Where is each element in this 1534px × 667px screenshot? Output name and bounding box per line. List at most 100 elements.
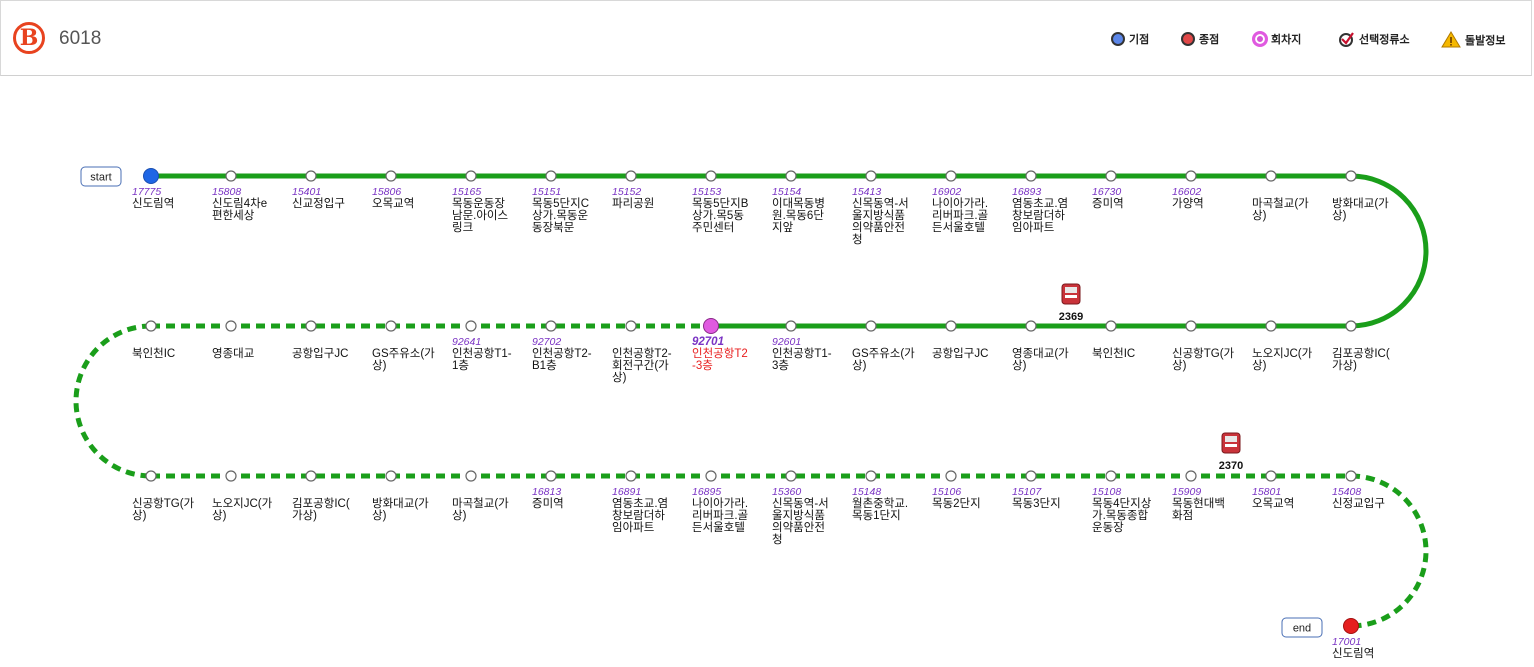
stop-name[interactable]: 리버파크.골 [692,509,748,522]
stop-name[interactable]: 파리공원 [612,196,654,210]
stop-name[interactable]: 상) [452,509,467,522]
stop-marker[interactable] [865,320,877,332]
stop-name[interactable]: GS주유소(가 [372,347,435,360]
stop-name[interactable]: 김포공항IC( [1332,347,1390,360]
stop-marker[interactable] [1265,320,1277,332]
stop-name[interactable]: 지앞 [772,221,794,234]
stop-marker[interactable] [385,170,397,182]
stop-name[interactable]: 인천공항T1- [772,346,832,360]
stop-marker[interactable] [865,170,877,182]
stop-name[interactable]: 상) [1172,359,1187,372]
stop-marker[interactable] [1185,320,1197,332]
stop-marker[interactable] [1265,470,1277,482]
start-tag[interactable]: start [80,166,122,187]
stop-name[interactable]: 인천공항T2- [532,346,592,360]
bus-stop[interactable]: 방화대교(가상) [372,470,429,522]
stop-name[interactable]: 의약품안전 [772,520,825,534]
start-stop-marker[interactable] [143,168,159,184]
stop-marker[interactable] [865,470,877,482]
end-tag-box[interactable] [1281,617,1323,638]
stop-name[interactable]: 증미역 [1092,197,1124,210]
stop-name[interactable]: 방화대교(가 [1332,197,1389,210]
stop-marker[interactable] [1345,170,1357,182]
stop-name[interactable]: 임아파트 [612,521,654,534]
bus-stop[interactable]: 방화대교(가상) [1332,170,1389,222]
stop-marker[interactable] [1025,170,1037,182]
end-tag[interactable]: end [1281,617,1323,638]
bus-stop[interactable]: 영종대교 [212,320,254,360]
stop-name[interactable]: 염동초교.염 [1012,197,1068,210]
stop-name[interactable]: 방화대교(가 [372,497,429,510]
stop-marker[interactable] [1025,320,1037,332]
stop-name[interactable]: 공항입구JC [292,347,348,360]
stop-name[interactable]: 의약품안전 [852,220,905,234]
stop-marker[interactable] [1105,170,1117,182]
stop-marker[interactable] [785,320,797,332]
bus-stop[interactable]: 마곡철교(가상) [1252,170,1309,222]
stop-name[interactable]: 가양역 [1172,197,1204,210]
stop-name[interactable]: 임아파트 [1012,221,1054,234]
stop-marker[interactable] [1345,320,1357,332]
stop-marker[interactable] [705,170,717,182]
stop-marker[interactable] [305,320,317,332]
stop-name[interactable]: 울지방식품 [772,509,825,522]
stop-marker[interactable] [1185,170,1197,182]
stop-marker[interactable] [1345,470,1357,482]
stop-name[interactable]: 든서울호텔 [932,221,985,234]
bus-stop[interactable]: 공항입구JC [292,320,348,360]
stop-marker[interactable] [1025,470,1037,482]
stop-name[interactable]: 신도림역 [1332,647,1374,660]
stop-marker[interactable] [225,170,237,182]
stop-name[interactable]: 가상) [1332,359,1357,372]
stop-name[interactable]: 상) [212,509,227,522]
stop-name[interactable]: 신목동역-서 [772,497,829,510]
stop-name[interactable]: 상) [1252,209,1267,222]
stop-name[interactable]: GS주유소(가 [852,347,915,360]
stop-name[interactable]: 마곡철교(가 [1252,197,1309,210]
stop-name[interactable]: 북인천IC [132,346,175,360]
stop-name[interactable]: 인천공항T1- [452,346,512,360]
stop-marker[interactable] [145,320,157,332]
stop-marker[interactable] [1105,320,1117,332]
stop-marker[interactable] [945,470,957,482]
bus-vehicle[interactable]: 2369 [1059,283,1083,323]
stop-name[interactable]: 상) [1252,359,1267,372]
stop-name[interactable]: 목동5단지C [532,197,589,210]
stop-name[interactable]: 링크 [452,221,473,234]
stop-name[interactable]: 마곡철교(가 [452,497,509,510]
stop-marker[interactable] [545,320,557,332]
bus-vehicle[interactable]: 2370 [1219,432,1243,472]
stop-name[interactable]: 상) [132,509,147,522]
end-stop-marker[interactable] [1343,618,1359,634]
stop-name[interactable]: 창보람더하 [612,508,665,522]
stop-name[interactable]: 상) [612,371,627,384]
stop-name[interactable]: 상가.목5동 [692,209,744,222]
bus-stop[interactable]: 신공항TG(가상) [132,470,195,522]
start-tag-box[interactable] [80,166,122,187]
stop-marker[interactable] [385,320,397,332]
stop-marker[interactable] [225,320,237,332]
stop-marker[interactable] [545,470,557,482]
stop-marker[interactable] [1185,470,1197,482]
stop-name[interactable]: 상) [372,509,387,522]
stop-name[interactable]: 청 [772,533,783,546]
bus-stop[interactable]: 공항입구JC [932,320,988,360]
stop-name[interactable]: 신목동역-서 [852,197,909,210]
bus-stop[interactable]: GS주유소(가상) [852,320,915,372]
stop-name[interactable]: 나이아가라. [932,197,988,210]
stop-name[interactable]: 염동초교.염 [612,497,668,510]
